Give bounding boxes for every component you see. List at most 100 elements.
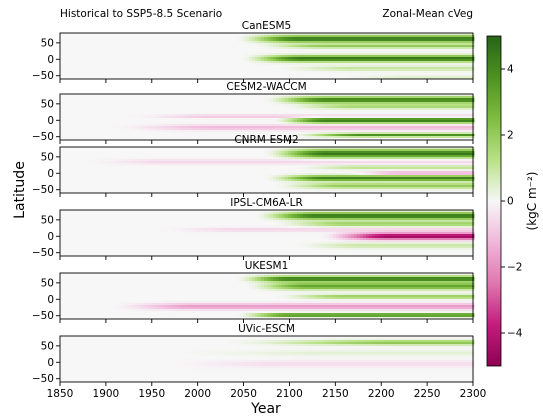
- heatmap-cell: [351, 39, 355, 42]
- heatmap-cell: [165, 104, 169, 107]
- heatmap-cell: [378, 57, 382, 60]
- heatmap-cell: [414, 61, 418, 64]
- heatmap-cell: [354, 114, 358, 117]
- heatmap-cell: [276, 49, 280, 52]
- heatmap-cell: [378, 77, 382, 80]
- heatmap-cell: [261, 114, 265, 117]
- heatmap-cell: [327, 43, 331, 46]
- heatmap-cell: [72, 57, 76, 60]
- heatmap-cell: [96, 73, 100, 76]
- heatmap-cell: [426, 41, 430, 44]
- heatmap-cell: [381, 73, 385, 76]
- heatmap-cell: [153, 102, 157, 105]
- heatmap-cell: [336, 55, 340, 58]
- heatmap-cell: [84, 73, 88, 76]
- heatmap-cell: [174, 114, 178, 117]
- heatmap-cell: [282, 71, 286, 74]
- heatmap-cell: [465, 98, 469, 101]
- heatmap-cell: [435, 71, 439, 74]
- heatmap-cell: [369, 65, 373, 68]
- heatmap-cell: [255, 73, 259, 76]
- heatmap-cell: [207, 67, 211, 70]
- heatmap-cell: [327, 104, 331, 107]
- heatmap-cell: [99, 114, 103, 117]
- heatmap-cell: [369, 67, 373, 70]
- heatmap-cell: [396, 65, 400, 68]
- heatmap-cell: [408, 47, 412, 50]
- heatmap-cell: [390, 71, 394, 74]
- heatmap-cell: [270, 53, 274, 56]
- heatmap-cell: [111, 49, 115, 52]
- heatmap-cell: [123, 116, 127, 119]
- heatmap-cell: [294, 63, 298, 66]
- heatmap-cell: [342, 41, 346, 44]
- heatmap-cell: [234, 37, 238, 40]
- heatmap-cell: [165, 94, 169, 97]
- heatmap-cell: [69, 77, 73, 80]
- heatmap-cell: [225, 75, 229, 78]
- heatmap-cell: [225, 41, 229, 44]
- heatmap-cell: [222, 61, 226, 64]
- heatmap-cell: [261, 112, 265, 115]
- heatmap-cell: [309, 73, 313, 76]
- heatmap-cell: [240, 55, 244, 58]
- heatmap-cell: [399, 49, 403, 52]
- heatmap-cell: [117, 104, 121, 107]
- heatmap-cell: [432, 43, 436, 46]
- heatmap-cell: [390, 59, 394, 62]
- heatmap-cell: [240, 43, 244, 46]
- heatmap-cell: [156, 59, 160, 62]
- heatmap-cell: [285, 45, 289, 48]
- heatmap-cell: [201, 55, 205, 58]
- heatmap-cell: [261, 96, 265, 99]
- heatmap-cell: [429, 41, 433, 44]
- heatmap-cell: [129, 63, 133, 66]
- heatmap-cell: [147, 112, 151, 115]
- heatmap-cell: [297, 75, 301, 78]
- heatmap-cell: [237, 108, 241, 111]
- heatmap-cell: [177, 61, 181, 64]
- heatmap-cell: [291, 55, 295, 58]
- heatmap-cell: [153, 43, 157, 46]
- heatmap-cell: [267, 63, 271, 66]
- heatmap-cell: [114, 57, 118, 60]
- heatmap-cell: [273, 102, 277, 105]
- heatmap-cell: [201, 53, 205, 56]
- heatmap-cell: [363, 41, 367, 44]
- heatmap-cell: [117, 100, 121, 103]
- heatmap-cell: [426, 98, 430, 101]
- heatmap-cell: [345, 108, 349, 111]
- heatmap-cell: [360, 63, 364, 66]
- heatmap-cell: [141, 94, 145, 97]
- heatmap-cell: [237, 98, 241, 101]
- heatmap-cell: [330, 53, 334, 56]
- heatmap-cell: [363, 63, 367, 66]
- heatmap-cell: [261, 77, 265, 80]
- heatmap-cell: [333, 57, 337, 60]
- heatmap-cell: [315, 51, 319, 54]
- heatmap-cell: [111, 57, 115, 60]
- heatmap-cell: [372, 102, 376, 105]
- heatmap-cell: [201, 116, 205, 119]
- heatmap-cell: [354, 47, 358, 50]
- heatmap-cell: [105, 100, 109, 103]
- heatmap-cell: [159, 96, 163, 99]
- heatmap-cell: [462, 39, 466, 42]
- heatmap-cell: [453, 75, 457, 78]
- heatmap-cell: [213, 108, 217, 111]
- heatmap-cell: [216, 110, 220, 113]
- heatmap-cell: [420, 96, 424, 99]
- heatmap-cell: [369, 49, 373, 52]
- heatmap-cell: [117, 71, 121, 74]
- heatmap-cell: [315, 104, 319, 107]
- heatmap-cell: [396, 106, 400, 109]
- heatmap-cell: [261, 45, 265, 48]
- heatmap-cell: [165, 108, 169, 111]
- heatmap-cell: [417, 75, 421, 78]
- heatmap-cell: [198, 112, 202, 115]
- heatmap-cell: [372, 67, 376, 70]
- heatmap-cell: [330, 43, 334, 46]
- heatmap-cell: [417, 43, 421, 46]
- heatmap-cell: [81, 33, 85, 36]
- heatmap-cell: [465, 69, 469, 72]
